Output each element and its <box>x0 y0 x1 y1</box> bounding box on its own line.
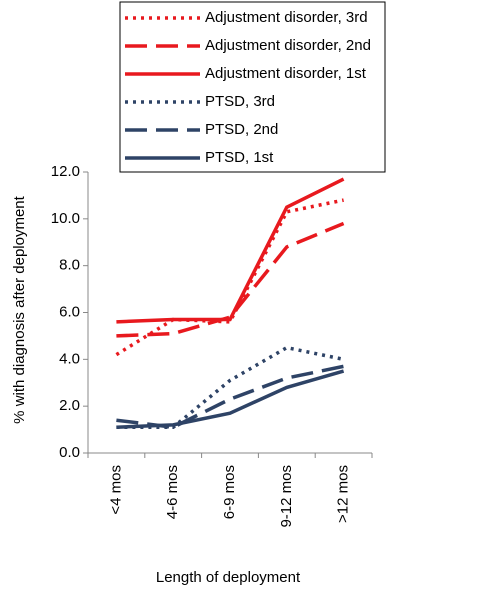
y-tick-label: 12.0 <box>51 163 80 180</box>
y-tick-label: 6.0 <box>59 303 80 320</box>
legend-box <box>119 1 386 173</box>
y-tick-label: 10.0 <box>51 210 80 227</box>
series-line <box>116 345 344 429</box>
x-tick-label: 6-9 mos <box>221 465 238 519</box>
y-tick-label: 2.0 <box>59 397 80 414</box>
x-tick-label: >12 mos <box>335 465 352 523</box>
series-line <box>116 177 345 324</box>
series-line <box>115 198 344 357</box>
y-axis-label: % with diagnosis after deployment <box>11 195 28 423</box>
series-line <box>116 369 345 429</box>
legend-label: Adjustment disorder, 2nd <box>205 37 371 54</box>
y-tick-label: 4.0 <box>59 350 80 367</box>
y-tick-label: 8.0 <box>59 257 80 274</box>
x-tick-label: 9-12 mos <box>278 465 295 528</box>
x-tick-label: <4 mos <box>107 465 124 515</box>
x-tick-label: 4-6 mos <box>164 465 181 519</box>
legend-label: PTSD, 3rd <box>205 93 275 110</box>
x-axis-label: Length of deployment <box>156 569 301 586</box>
legend-label: Adjustment disorder, 3rd <box>205 9 368 26</box>
legend-label: PTSD, 2nd <box>205 121 278 138</box>
series-line <box>116 221 345 338</box>
legend-label: Adjustment disorder, 1st <box>205 65 367 82</box>
y-tick-label: 0.0 <box>59 444 80 461</box>
legend-label: PTSD, 1st <box>205 149 274 166</box>
series-line <box>116 364 344 430</box>
